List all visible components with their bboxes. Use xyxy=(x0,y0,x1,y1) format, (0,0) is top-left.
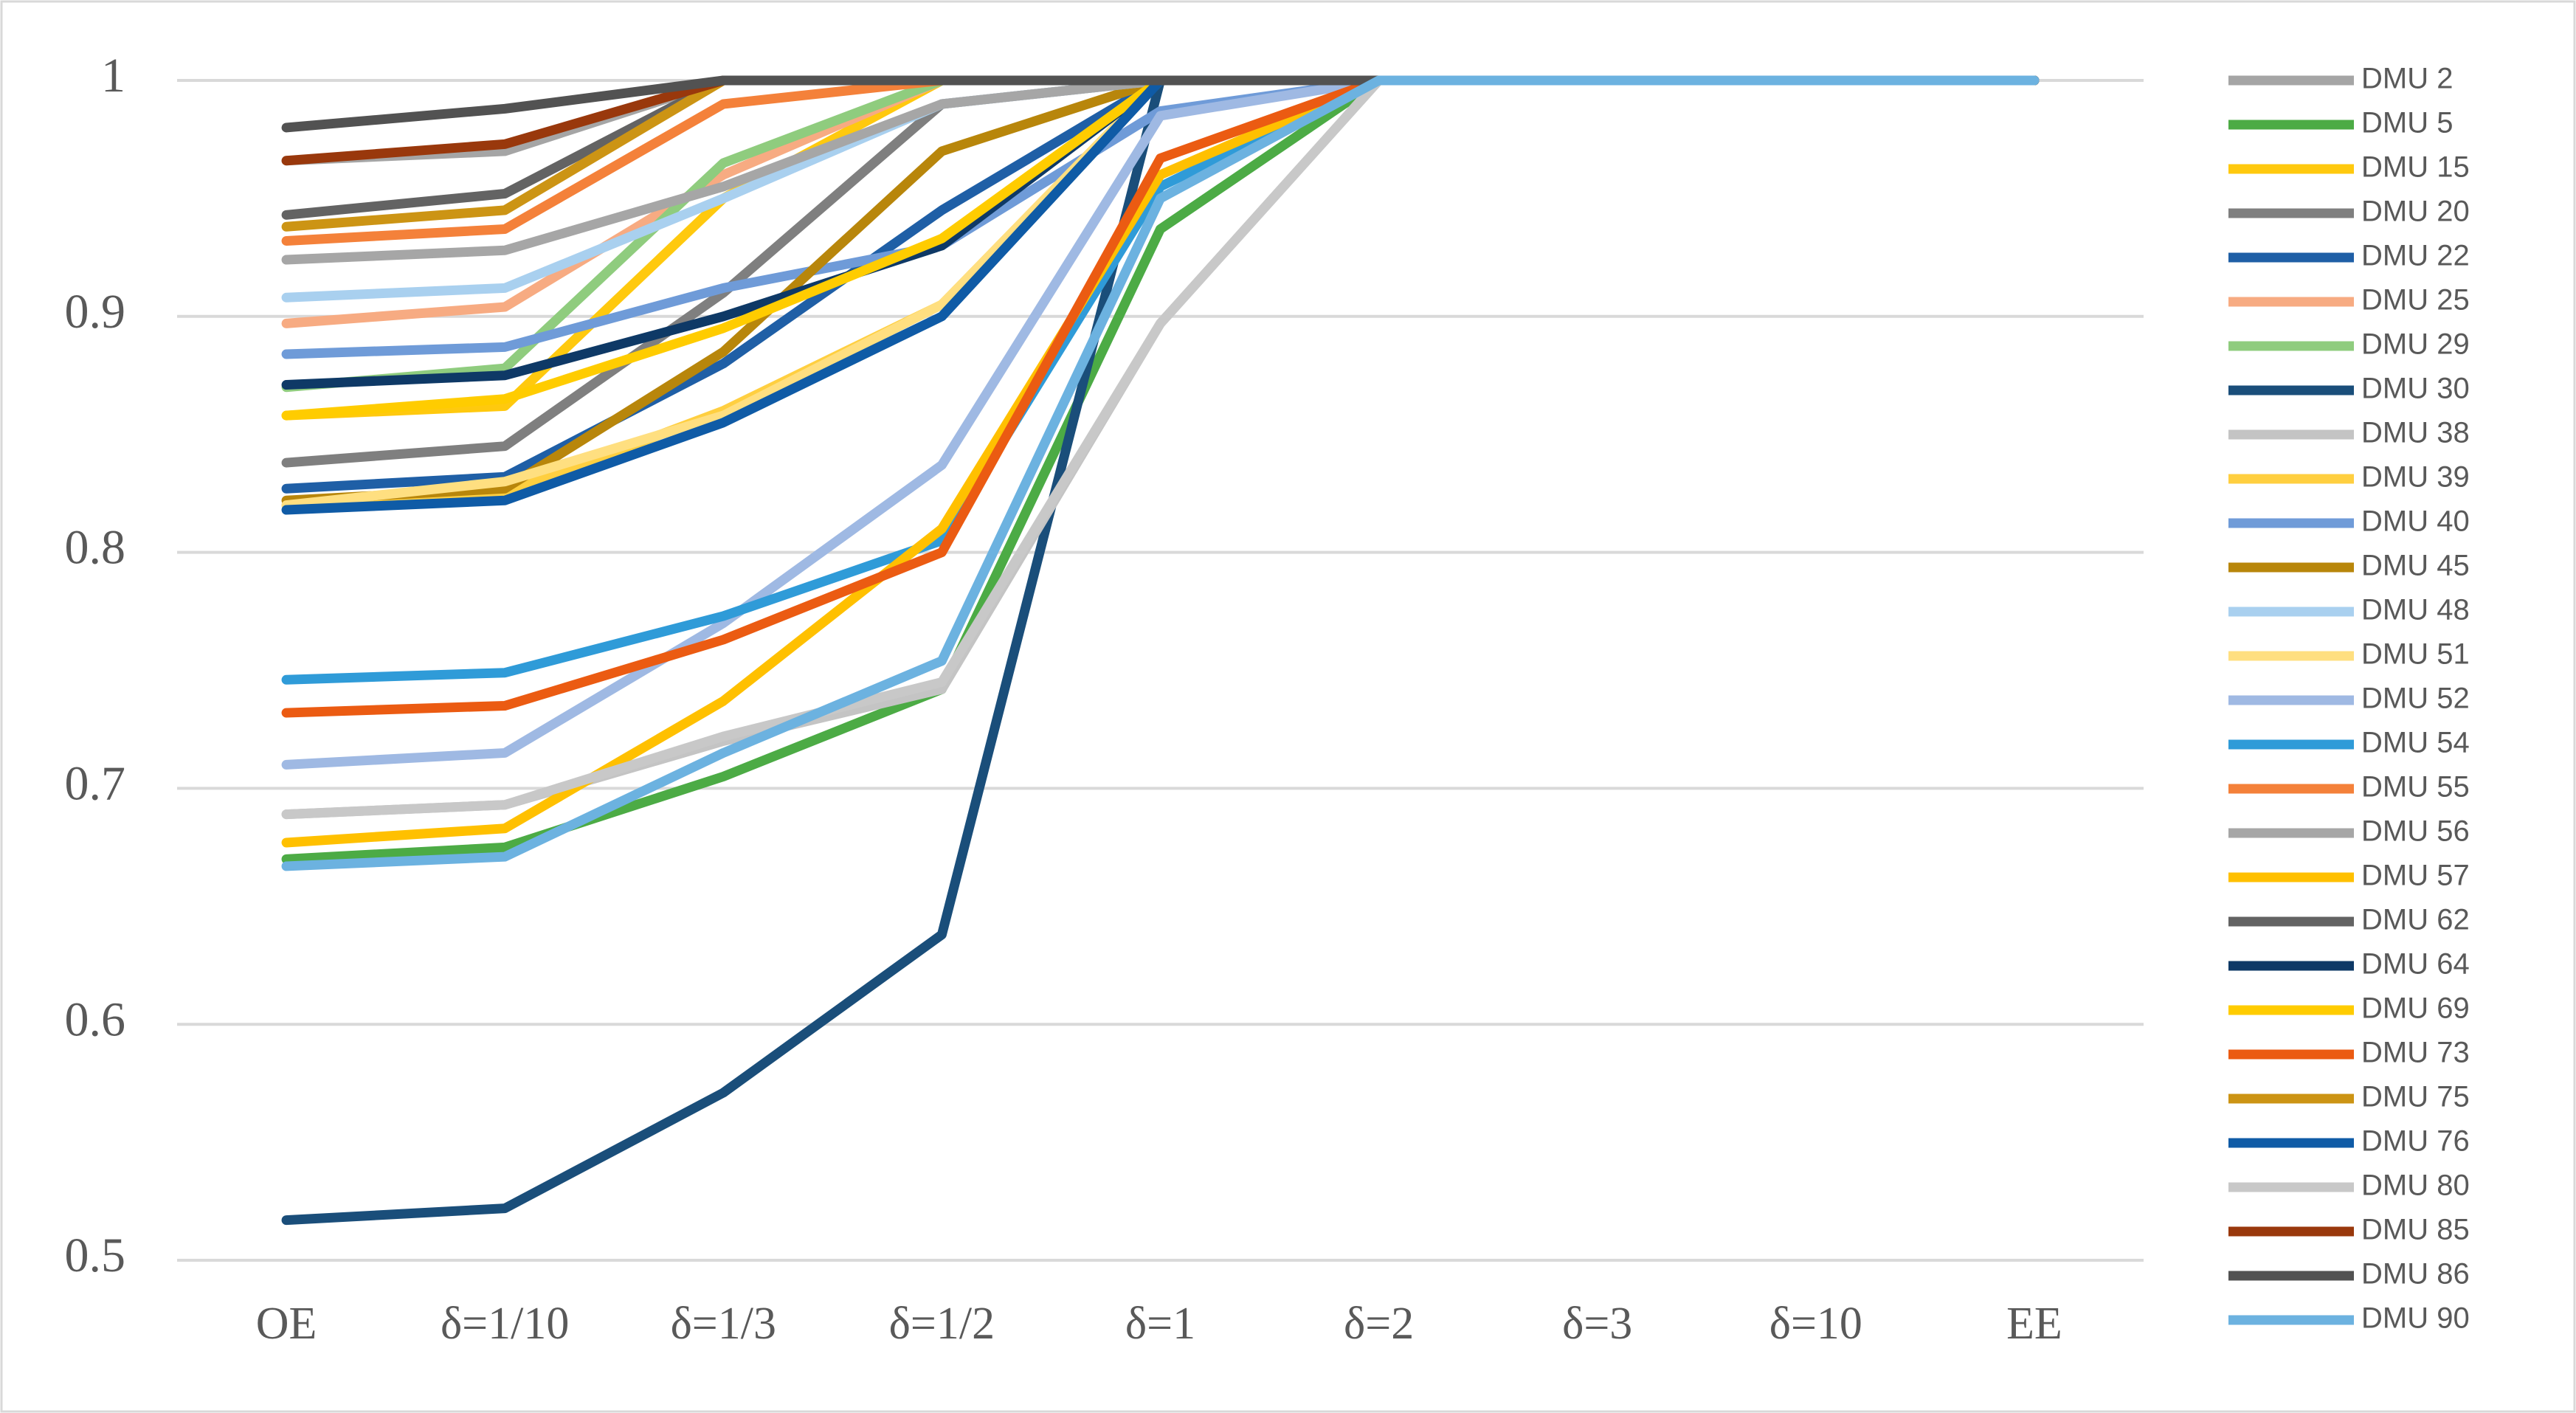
y-tick-label: 0.6 xyxy=(65,992,126,1046)
legend-label: DMU 56 xyxy=(2361,815,2470,848)
y-tick-label: 0.8 xyxy=(65,521,126,575)
legend-label: DMU 48 xyxy=(2361,594,2470,626)
legend-label: DMU 55 xyxy=(2361,771,2470,804)
legend-label: DMU 15 xyxy=(2361,151,2470,184)
legend-label: DMU 69 xyxy=(2361,992,2470,1025)
legend-label: DMU 80 xyxy=(2361,1170,2470,1202)
x-tick-label: δ=1/2 xyxy=(889,1299,995,1349)
y-tick-label: 0.7 xyxy=(65,757,126,811)
x-tick-label: δ=1/3 xyxy=(671,1299,776,1349)
legend-label: DMU 38 xyxy=(2361,417,2470,449)
legend-label: DMU 62 xyxy=(2361,904,2470,936)
legend-label: DMU 73 xyxy=(2361,1037,2470,1069)
legend-label: DMU 75 xyxy=(2361,1081,2470,1113)
legend-label: DMU 85 xyxy=(2361,1214,2470,1246)
y-tick-label: 1 xyxy=(101,49,125,103)
legend-label: DMU 5 xyxy=(2361,107,2453,139)
x-tick-label: δ=10 xyxy=(1769,1299,1862,1349)
legend-label: DMU 39 xyxy=(2361,461,2470,494)
legend-label: DMU 51 xyxy=(2361,638,2470,671)
legend-label: DMU 54 xyxy=(2361,727,2470,759)
legend-label: DMU 25 xyxy=(2361,284,2470,317)
legend-label: DMU 30 xyxy=(2361,373,2470,405)
x-tick-label: δ=3 xyxy=(1562,1299,1632,1349)
y-tick-label: 0.9 xyxy=(65,285,126,339)
legend-label: DMU 20 xyxy=(2361,196,2470,228)
y-tick-label: 0.5 xyxy=(65,1229,126,1282)
line-series xyxy=(281,75,2040,871)
legend-label: DMU 76 xyxy=(2361,1125,2470,1158)
legend-label: DMU 90 xyxy=(2361,1302,2470,1335)
legend-label: DMU 86 xyxy=(2361,1258,2470,1291)
x-tick-label: δ=2 xyxy=(1344,1299,1414,1349)
legend-label: DMU 57 xyxy=(2361,860,2470,892)
legend-label: DMU 29 xyxy=(2361,328,2470,361)
legend-label: DMU 45 xyxy=(2361,550,2470,582)
x-tick-label: δ=1 xyxy=(1125,1299,1195,1349)
legend-label: DMU 22 xyxy=(2361,240,2470,272)
legend-label: DMU 40 xyxy=(2361,505,2470,538)
x-tick-label: EE xyxy=(2006,1299,2062,1349)
x-tick-label: OE xyxy=(256,1299,317,1349)
legend-label: DMU 2 xyxy=(2361,63,2453,95)
legend-label: DMU 52 xyxy=(2361,683,2470,715)
x-tick-label: δ=1/10 xyxy=(441,1299,569,1349)
legend-label: DMU 64 xyxy=(2361,948,2470,981)
